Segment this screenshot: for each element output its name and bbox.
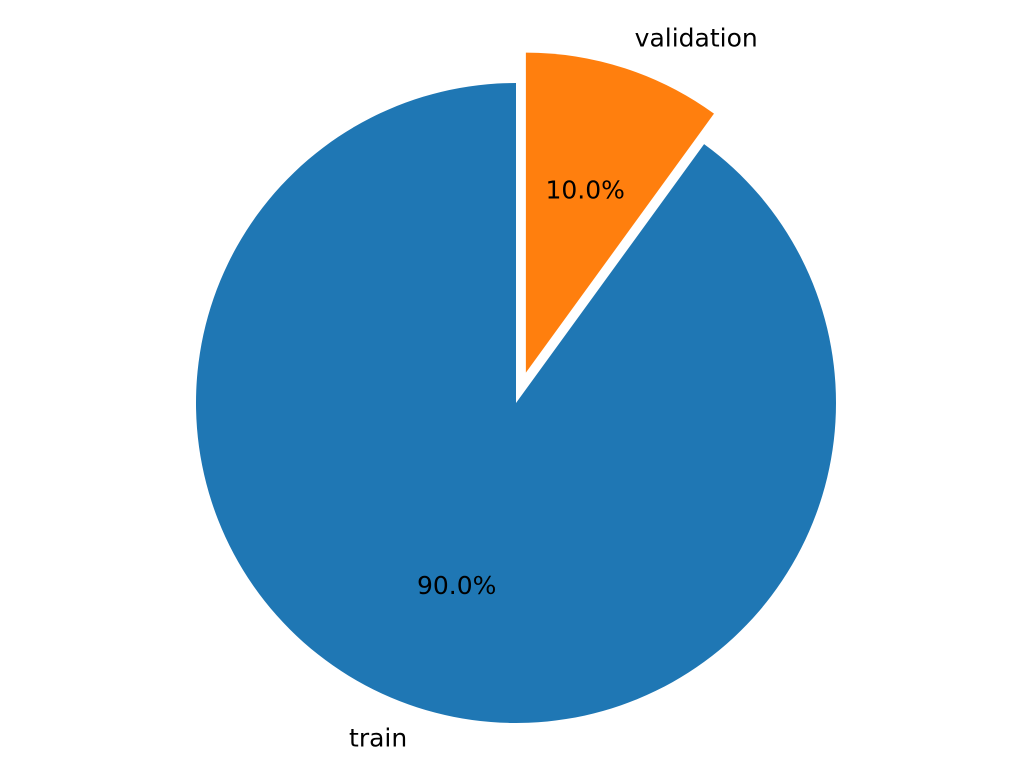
pie-slice-train	[196, 83, 836, 724]
pie-slices	[196, 52, 836, 724]
pie-category-label-train: train	[349, 723, 407, 752]
pie-labels: 10.0% validation 90.0% train	[349, 23, 758, 752]
pie-category-label-validation: validation	[635, 23, 758, 52]
pie-slice-validation	[525, 52, 714, 373]
pie-percent-label-train: 90.0%	[417, 571, 496, 600]
pie-percent-label-validation: 10.0%	[546, 175, 625, 204]
